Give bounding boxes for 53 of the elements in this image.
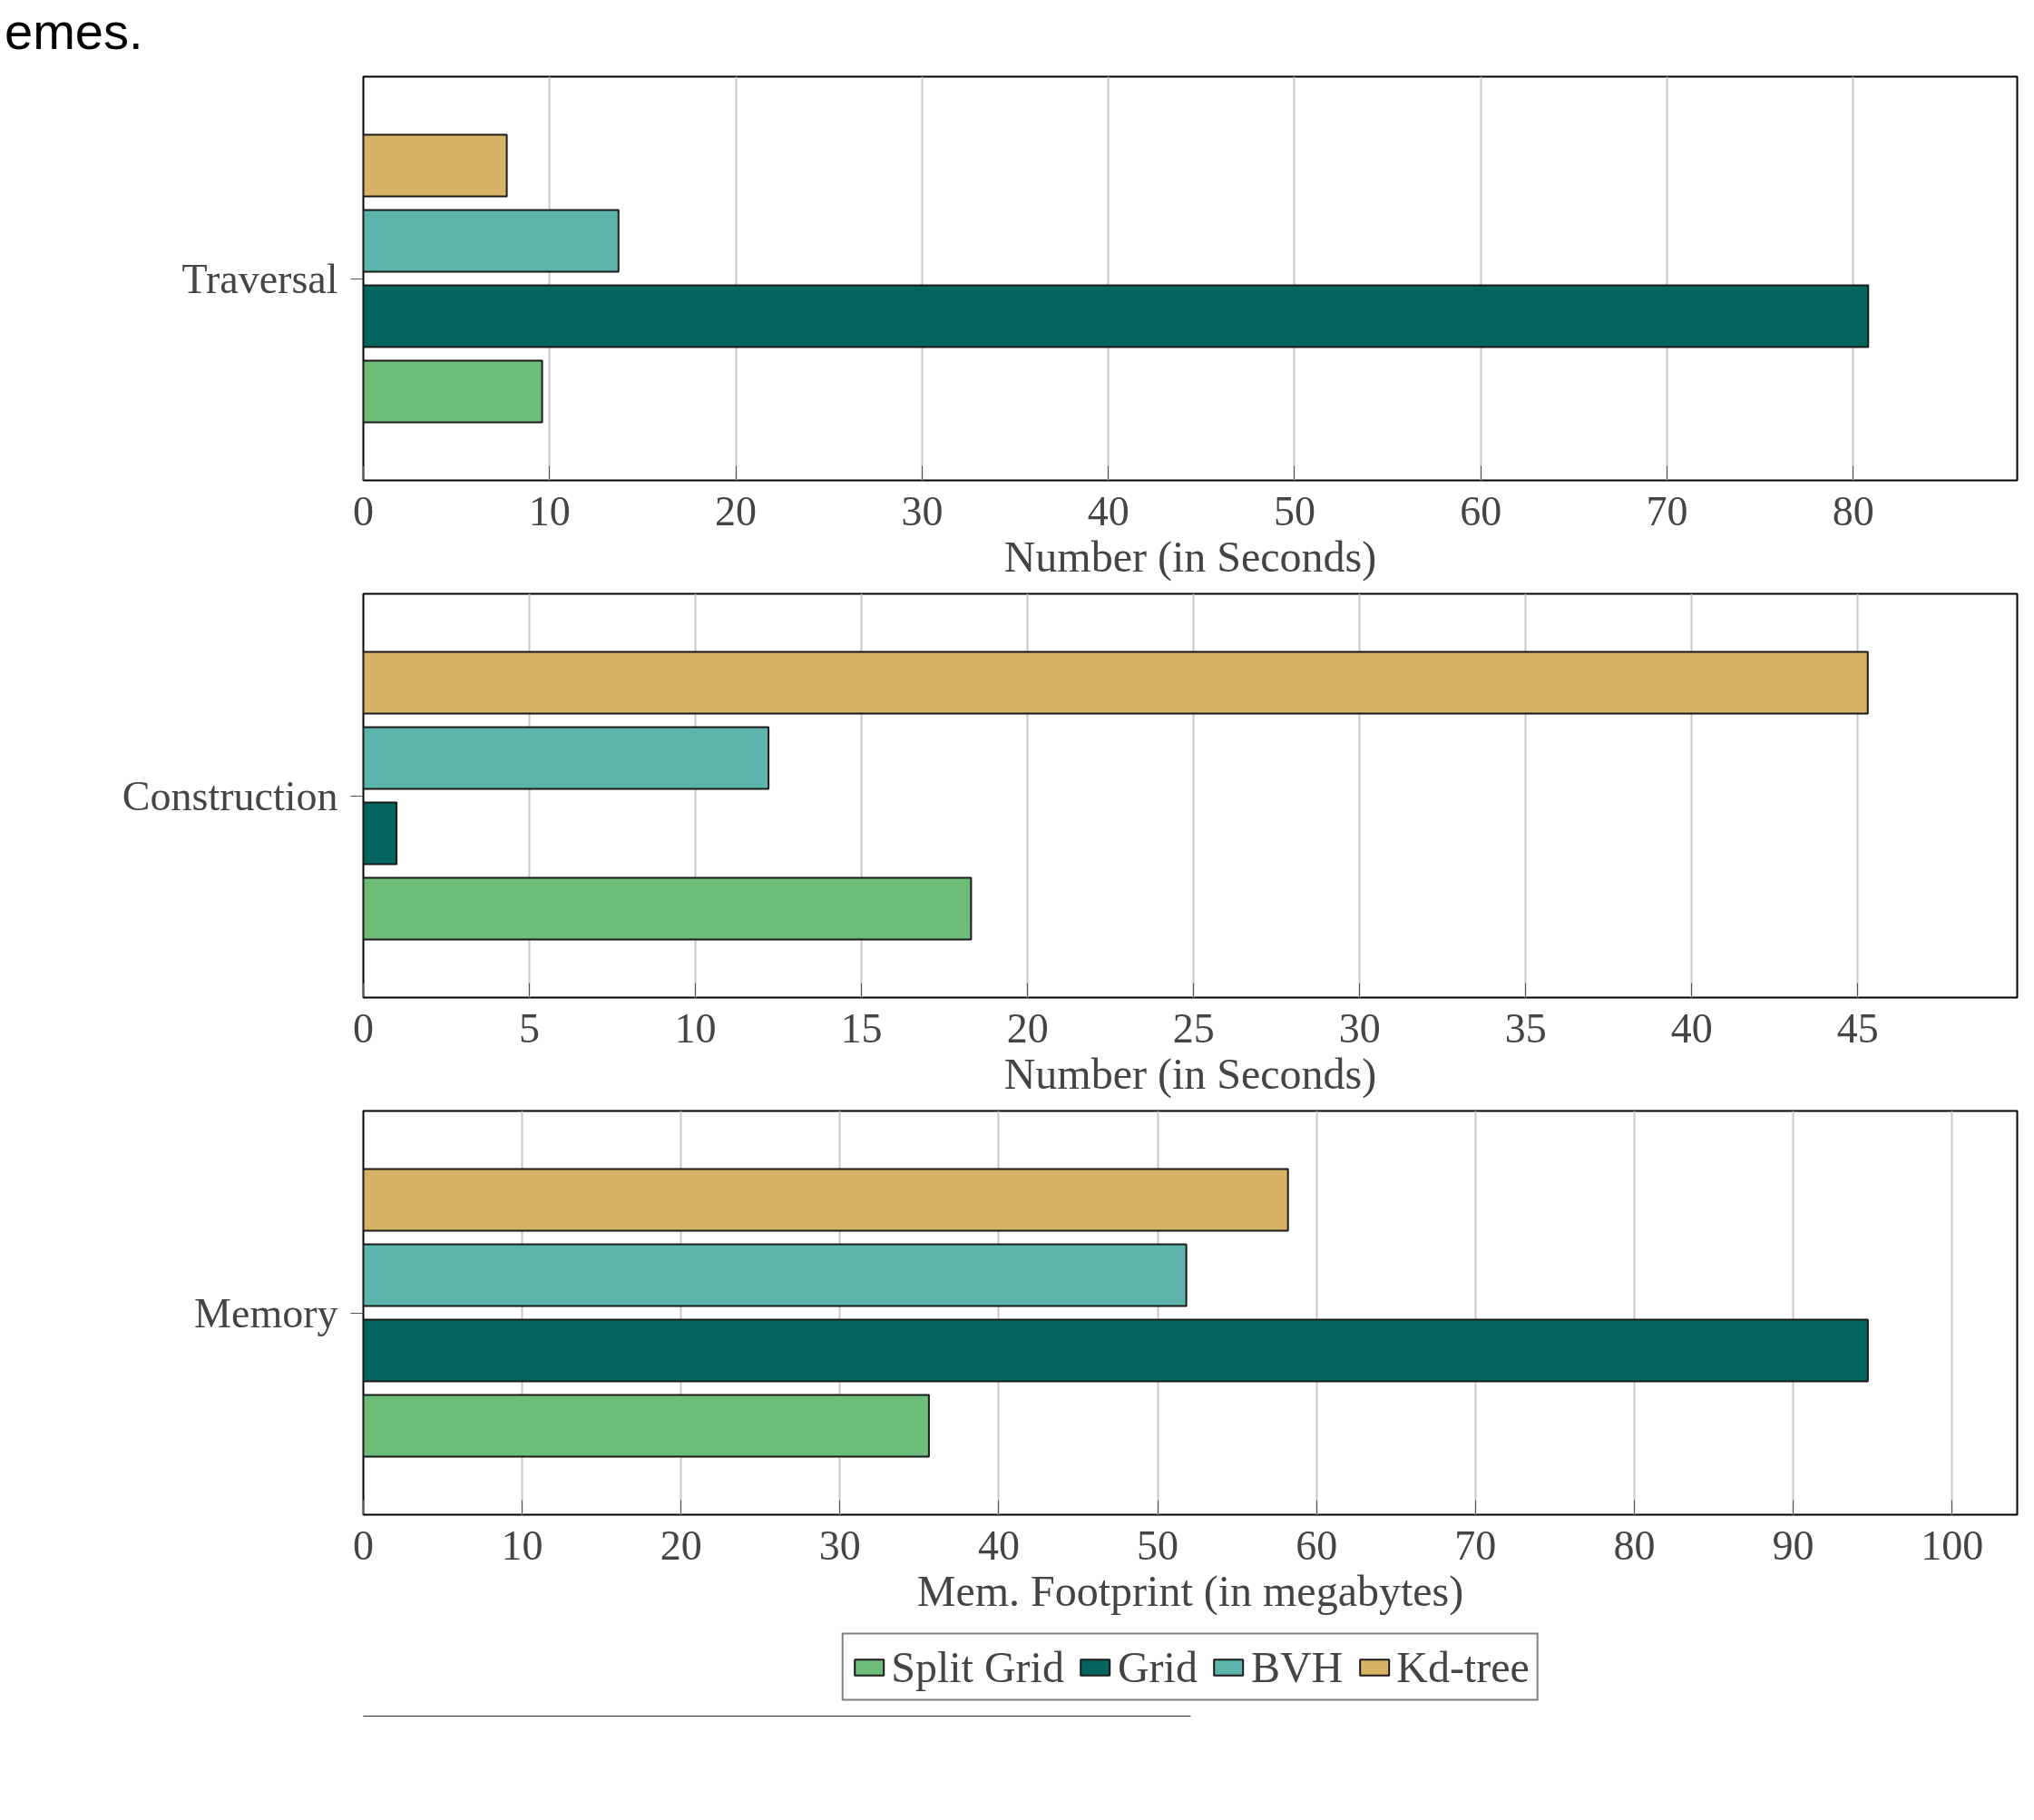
x-tick-label: 70 [1454, 1522, 1497, 1569]
x-tick-label: 30 [1338, 1004, 1381, 1052]
x-tick-label: 5 [519, 1004, 541, 1052]
x-tick-label: 20 [1006, 1004, 1049, 1052]
bar [363, 209, 620, 273]
x-tick-label: 30 [818, 1522, 861, 1569]
bar [363, 284, 1870, 348]
x-tick-label: 40 [1670, 1004, 1713, 1052]
x-axis-title: Number (in Seconds) [1003, 1049, 1377, 1099]
x-tick-label: 20 [660, 1522, 702, 1569]
x-axis-title: Mem. Footprint (in megabytes) [916, 1566, 1464, 1616]
bar [363, 359, 543, 424]
x-tick-label: 40 [1087, 487, 1129, 534]
x-tick-label: 35 [1504, 1004, 1547, 1052]
bar [363, 726, 770, 790]
x-tick-label: 0 [353, 1004, 374, 1052]
x-tick-label: 50 [1137, 1522, 1179, 1569]
x-tick-label: 60 [1460, 487, 1502, 534]
x-tick-label: 10 [528, 487, 571, 534]
bar [363, 1318, 1869, 1383]
x-tick-label: 90 [1772, 1522, 1814, 1569]
y-tick-label: Construction [122, 772, 338, 819]
x-tick-label: 25 [1172, 1004, 1215, 1052]
x-tick-label: 80 [1613, 1522, 1656, 1569]
x-tick-label: 10 [674, 1004, 717, 1052]
bar [363, 651, 1869, 715]
bar [363, 1243, 1188, 1307]
x-tick-label: 100 [1921, 1522, 1984, 1569]
text: emes. [5, 3, 143, 60]
bar [363, 876, 973, 941]
x-tick-label: 20 [715, 487, 758, 534]
legend-label: Split Grid [891, 1641, 1064, 1692]
legend-label: BVH [1250, 1641, 1344, 1692]
y-tick-label: Traversal [181, 255, 338, 302]
x-tick-label: 70 [1646, 487, 1688, 534]
bar [363, 133, 508, 198]
x-tick-label: 30 [901, 487, 944, 534]
bar [363, 801, 398, 866]
x-tick-label: 50 [1273, 487, 1315, 534]
x-tick-label: 45 [1836, 1004, 1879, 1052]
bar [363, 1168, 1289, 1232]
x-tick-label: 80 [1832, 487, 1874, 534]
x-tick-label: 60 [1296, 1522, 1338, 1569]
bar [363, 1394, 930, 1458]
legend-label: Kd-tree [1396, 1641, 1530, 1692]
x-tick-label: 10 [501, 1522, 543, 1569]
x-tick-label: 0 [353, 487, 374, 534]
x-axis-title: Number (in Seconds) [1003, 532, 1377, 582]
x-tick-label: 15 [840, 1004, 883, 1052]
legend-label: Grid [1117, 1641, 1198, 1692]
x-tick-label: 40 [977, 1522, 1020, 1569]
x-tick-label: 0 [353, 1522, 374, 1569]
y-tick-label: Memory [194, 1289, 338, 1336]
